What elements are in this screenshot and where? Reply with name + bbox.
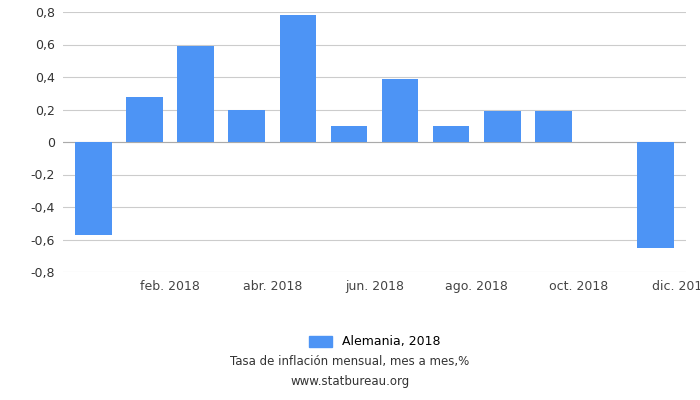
Bar (126, 96, 163, 142)
Bar (228, 110, 265, 142)
Bar (484, 111, 521, 142)
Bar (177, 46, 214, 142)
Bar (637, 142, 673, 248)
Bar (433, 126, 470, 142)
Text: www.statbureau.org: www.statbureau.org (290, 376, 410, 388)
Bar (330, 126, 368, 142)
Text: Tasa de inflación mensual, mes a mes,%: Tasa de inflación mensual, mes a mes,% (230, 356, 470, 368)
Bar (382, 79, 419, 142)
Bar (535, 111, 572, 142)
Bar (279, 15, 316, 142)
Legend: Alemania, 2018: Alemania, 2018 (309, 336, 440, 348)
Bar (76, 142, 112, 235)
